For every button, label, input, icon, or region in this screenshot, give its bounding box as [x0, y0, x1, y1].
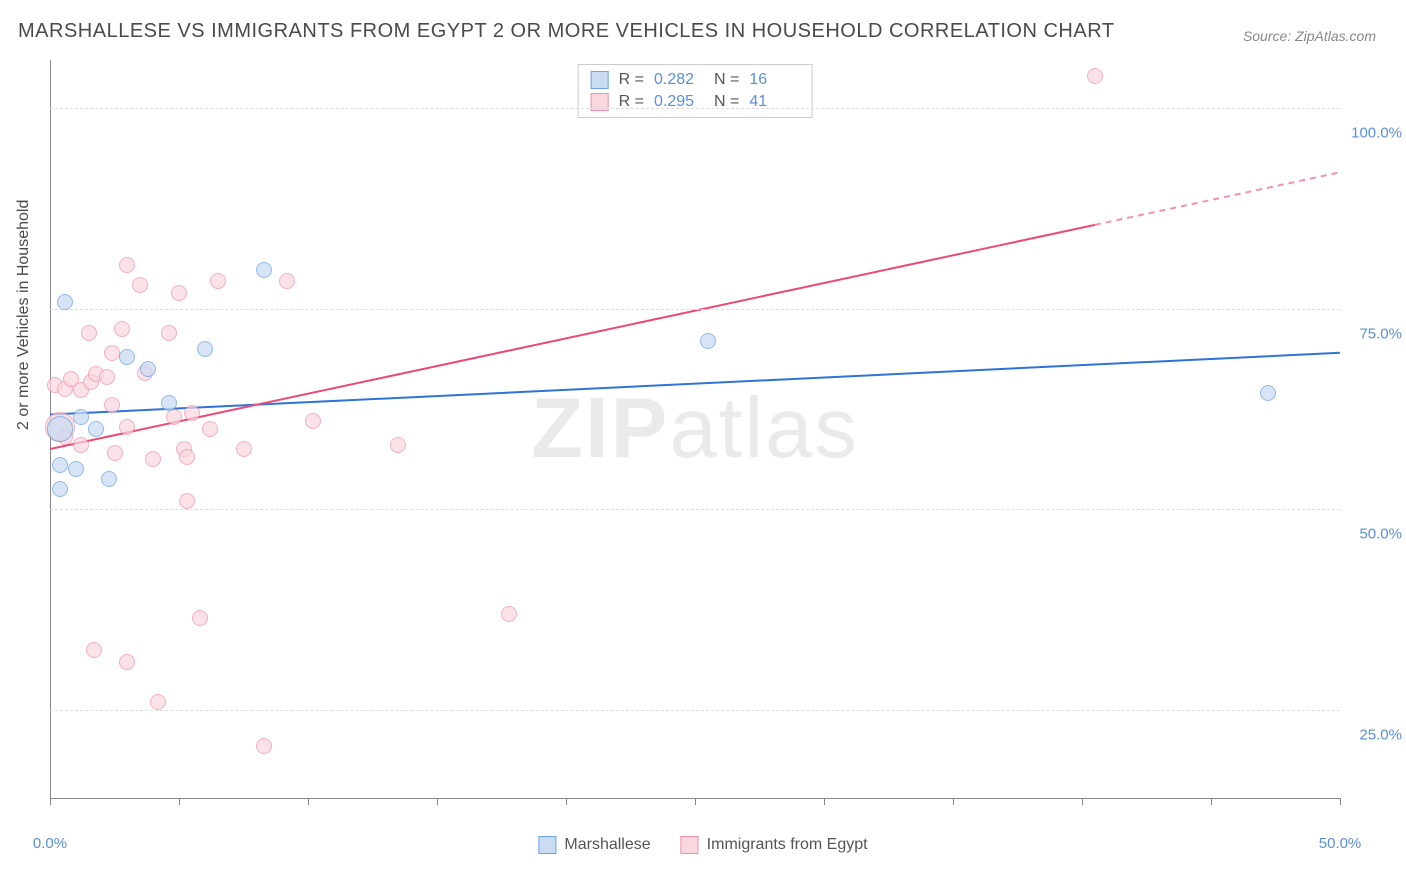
scatter-point — [150, 694, 166, 710]
scatter-point — [119, 349, 135, 365]
scatter-point — [305, 413, 321, 429]
source-label: Source: — [1243, 28, 1295, 44]
scatter-point — [57, 294, 73, 310]
scatter-point — [161, 395, 177, 411]
scatter-point — [1260, 385, 1276, 401]
legend-swatch — [591, 71, 609, 89]
trend-line — [50, 353, 1340, 415]
scatter-point — [140, 361, 156, 377]
scatter-point — [161, 325, 177, 341]
stats-row: R = 0.282 N = 16 — [591, 69, 800, 91]
scatter-point — [210, 273, 226, 289]
scatter-point — [52, 481, 68, 497]
legend-label: Marshallese — [564, 836, 650, 854]
y-axis-title: 2 or more Vehicles in Household — [15, 200, 33, 430]
scatter-point — [256, 262, 272, 278]
scatter-point — [390, 437, 406, 453]
scatter-point — [99, 369, 115, 385]
x-tick — [1340, 798, 1341, 805]
scatter-point — [166, 409, 182, 425]
scatter-point — [197, 341, 213, 357]
scatter-point — [501, 606, 517, 622]
scatter-point — [47, 416, 73, 442]
scatter-point — [192, 610, 208, 626]
scatter-point — [171, 285, 187, 301]
scatter-point — [52, 457, 68, 473]
scatter-point — [81, 325, 97, 341]
scatter-point — [88, 421, 104, 437]
scatter-point — [145, 451, 161, 467]
series-legend: Marshallese Immigrants from Egypt — [538, 836, 867, 854]
scatter-point — [104, 397, 120, 413]
legend-label: Immigrants from Egypt — [707, 836, 868, 854]
source-value: ZipAtlas.com — [1295, 28, 1376, 44]
x-tick — [566, 798, 567, 805]
stats-row: R =0.295N =41 — [591, 91, 800, 113]
watermark-bold: ZIP — [531, 381, 669, 476]
scatter-point — [86, 642, 102, 658]
watermark-light: atlas — [669, 381, 859, 476]
scatter-point — [119, 257, 135, 273]
legend-swatch — [538, 836, 556, 854]
gridline-horizontal — [50, 309, 1340, 310]
x-tick — [308, 798, 309, 805]
scatter-point — [104, 345, 120, 361]
chart-plot-area: ZIPatlas R =0.282N =16R =0.295N =41 25.0… — [50, 60, 1340, 799]
x-tick — [50, 798, 51, 805]
x-tick — [1082, 798, 1083, 805]
scatter-point — [279, 273, 295, 289]
x-tick — [1211, 798, 1212, 805]
gridline-horizontal — [50, 710, 1340, 711]
scatter-point — [107, 445, 123, 461]
x-tick — [695, 798, 696, 805]
scatter-point — [119, 654, 135, 670]
stat-r-value: 0.282 — [654, 71, 704, 89]
watermark: ZIPatlas — [531, 380, 859, 478]
scatter-point — [119, 419, 135, 435]
scatter-point — [101, 471, 117, 487]
chart-title: MARSHALLESE VS IMMIGRANTS FROM EGYPT 2 O… — [18, 20, 1115, 43]
scatter-point — [132, 277, 148, 293]
x-tick — [824, 798, 825, 805]
scatter-point — [68, 461, 84, 477]
scatter-point — [114, 321, 130, 337]
scatter-point — [700, 333, 716, 349]
trend-lines-layer — [50, 60, 1340, 798]
legend-item: Immigrants from Egypt — [681, 836, 868, 854]
y-tick-label: 25.0% — [1347, 726, 1402, 743]
correlation-stats-box: R = 0.282 N = 16 R =0.295N =41 — [578, 64, 813, 118]
trend-line — [50, 225, 1095, 449]
y-tick-label: 75.0% — [1347, 325, 1402, 342]
scatter-point — [179, 493, 195, 509]
scatter-point — [179, 449, 195, 465]
y-tick-label: 50.0% — [1347, 526, 1402, 543]
stat-r-label: R = — [619, 71, 644, 89]
scatter-point — [1087, 68, 1103, 84]
scatter-point — [184, 405, 200, 421]
gridline-horizontal — [50, 108, 1340, 109]
legend-item: Marshallese — [538, 836, 650, 854]
stat-n-value: 16 — [749, 71, 799, 89]
scatter-point — [256, 738, 272, 754]
gridline-horizontal — [50, 509, 1340, 510]
x-tick-label: 0.0% — [33, 835, 67, 852]
trend-line-extrapolated — [1095, 172, 1340, 225]
scatter-point — [236, 441, 252, 457]
scatter-point — [73, 409, 89, 425]
stat-n-label: N = — [714, 71, 739, 89]
x-tick — [437, 798, 438, 805]
scatter-point — [202, 421, 218, 437]
scatter-point — [73, 437, 89, 453]
x-tick — [953, 798, 954, 805]
source-attribution: Source: ZipAtlas.com — [1243, 28, 1376, 44]
legend-swatch — [681, 836, 699, 854]
y-tick-label: 100.0% — [1347, 125, 1402, 142]
x-tick — [179, 798, 180, 805]
x-tick-label: 50.0% — [1319, 835, 1362, 852]
